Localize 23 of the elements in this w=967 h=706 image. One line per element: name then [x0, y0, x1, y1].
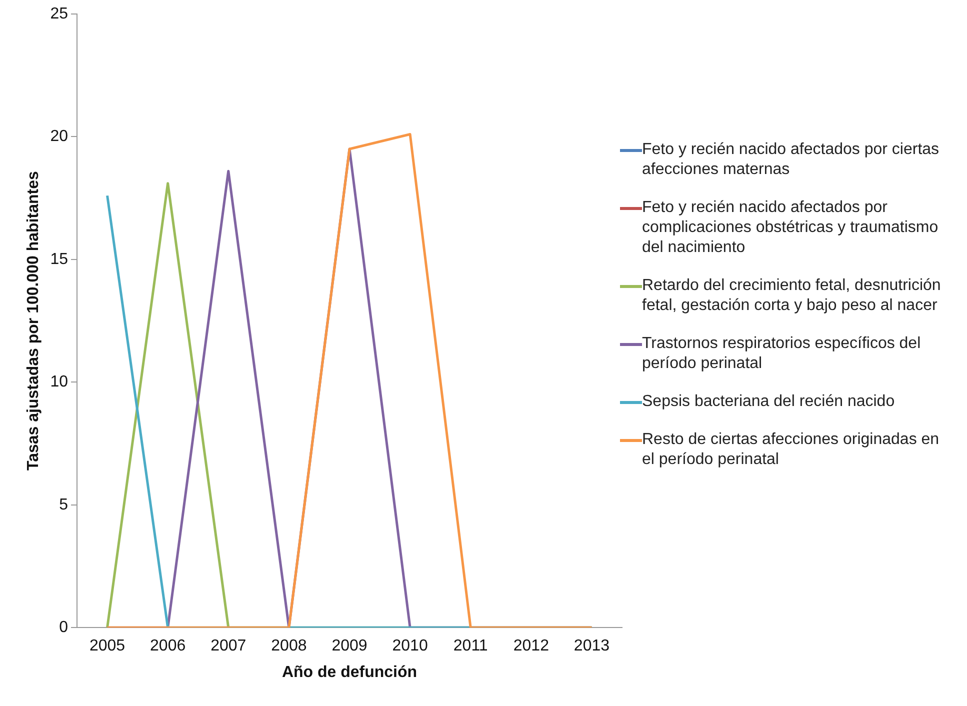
- x-tick-label: 2010: [392, 638, 428, 655]
- x-axis-title: Año de defunción: [282, 664, 418, 681]
- x-tick-label: 2007: [210, 638, 246, 655]
- x-tick-label: 2011: [453, 638, 488, 655]
- legend-label: Resto de ciertas afecciones originadas en el período perinatal: [642, 430, 940, 470]
- y-tick-label: 0: [59, 619, 68, 636]
- y-tick-label: 5: [59, 496, 68, 514]
- y-tick-label: 25: [50, 5, 68, 22]
- y-tick-label: 15: [50, 250, 68, 268]
- legend-label: Feto y recién nacido afectados por ciertas afecciones maternas: [642, 140, 940, 180]
- y-axis-title: Tasas ajustadas por 100.000 habitantes: [25, 171, 42, 471]
- legend-label: Retardo del crecimiento fetal, desnutrición fetal, gestación corta y bajo peso al nacer: [642, 276, 942, 316]
- x-tick-label: 2006: [150, 638, 186, 655]
- legend-label: Trastornos respiratorios específicos del período perinatal: [642, 334, 922, 374]
- x-tick-label: 2008: [271, 638, 307, 655]
- legend-label: Feto y recién nacido afectados por complicaciones obstétricas y traumatismo del nacimiento: [642, 198, 940, 258]
- x-tick-label: 2012: [513, 638, 550, 655]
- x-tick-label: 2013: [574, 638, 610, 655]
- x-tick-label: 2005: [89, 638, 126, 655]
- y-tick-label: 10: [50, 374, 68, 391]
- legend-label: Sepsis bacteriana del recién nacido: [642, 392, 895, 412]
- y-tick-label: 20: [50, 128, 68, 146]
- x-tick-label: 2009: [332, 638, 368, 655]
